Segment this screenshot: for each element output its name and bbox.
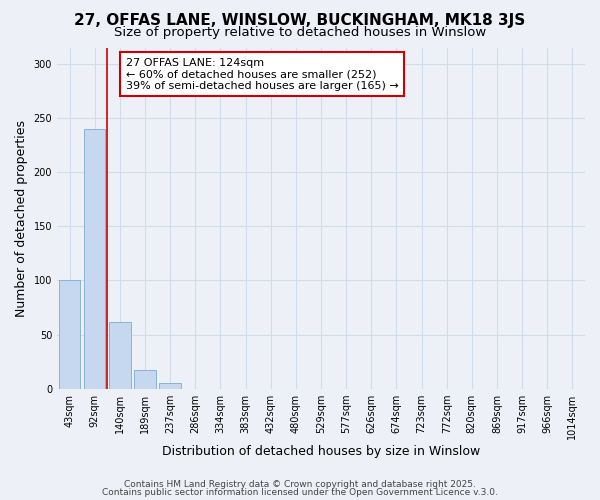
X-axis label: Distribution of detached houses by size in Winslow: Distribution of detached houses by size … [162,444,480,458]
Text: 27 OFFAS LANE: 124sqm
← 60% of detached houses are smaller (252)
39% of semi-det: 27 OFFAS LANE: 124sqm ← 60% of detached … [125,58,398,91]
Text: 27, OFFAS LANE, WINSLOW, BUCKINGHAM, MK18 3JS: 27, OFFAS LANE, WINSLOW, BUCKINGHAM, MK1… [74,12,526,28]
Bar [59,280,80,389]
Bar [84,129,106,389]
Text: Contains public sector information licensed under the Open Government Licence v.: Contains public sector information licen… [102,488,498,497]
Text: Size of property relative to detached houses in Winslow: Size of property relative to detached ho… [114,26,486,39]
Bar [134,370,156,389]
Bar [109,322,131,389]
Y-axis label: Number of detached properties: Number of detached properties [15,120,28,316]
Bar [160,384,181,389]
Text: Contains HM Land Registry data © Crown copyright and database right 2025.: Contains HM Land Registry data © Crown c… [124,480,476,489]
